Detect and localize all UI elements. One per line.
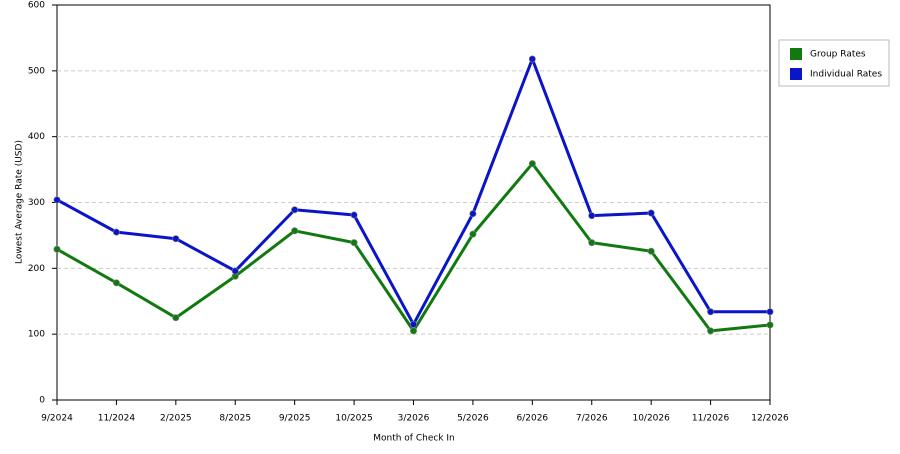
x-tick-label: 10/2025 — [335, 414, 372, 424]
point — [409, 320, 417, 328]
point — [528, 160, 536, 168]
x-axis-label: Month of Check In — [373, 434, 455, 444]
y-tick-label: 200 — [28, 264, 45, 274]
x-tick-label: 6/2026 — [516, 414, 548, 424]
point — [707, 308, 715, 316]
y-tick-label: 100 — [28, 330, 45, 340]
point — [291, 206, 299, 214]
x-tick-label: 11/2024 — [98, 414, 136, 424]
y-tick-label: 300 — [28, 198, 45, 208]
point — [647, 209, 655, 217]
x-tick-label: 7/2026 — [576, 414, 608, 424]
point — [53, 245, 61, 253]
y-tick-label: 600 — [28, 1, 45, 11]
point — [53, 196, 61, 204]
point — [588, 239, 596, 247]
point — [766, 308, 774, 316]
point — [112, 228, 120, 236]
x-tick-label: 3/2026 — [398, 414, 430, 424]
x-tick-label: 9/2024 — [41, 414, 73, 424]
point — [291, 227, 299, 235]
point — [172, 235, 180, 243]
point — [528, 55, 536, 63]
x-tick-label: 11/2026 — [692, 414, 730, 424]
point — [409, 327, 417, 335]
legend-label: Group Rates — [810, 50, 866, 60]
legend-label: Individual Rates — [810, 70, 882, 80]
x-tick-label: 8/2025 — [219, 414, 251, 424]
x-tick-label: 5/2026 — [457, 414, 489, 424]
x-tick-label: 9/2025 — [279, 414, 311, 424]
point — [766, 321, 774, 329]
y-axis-label: Lowest Average Rate (USD) — [15, 140, 25, 264]
y-tick-label: 0 — [39, 396, 45, 406]
point — [647, 247, 655, 255]
point — [588, 212, 596, 220]
x-tick-label: 2/2025 — [160, 414, 192, 424]
point — [707, 327, 715, 335]
point — [350, 211, 358, 219]
point — [172, 314, 180, 322]
point — [231, 267, 239, 275]
y-tick-label: 500 — [28, 66, 45, 76]
legend-swatch — [790, 48, 802, 60]
point — [469, 210, 477, 218]
point — [469, 230, 477, 238]
point — [112, 279, 120, 287]
x-tick-label: 12/2026 — [751, 414, 789, 424]
point — [350, 239, 358, 247]
legend-swatch — [790, 68, 802, 80]
x-tick-label: 10/2026 — [632, 414, 670, 424]
y-tick-label: 400 — [28, 132, 45, 142]
